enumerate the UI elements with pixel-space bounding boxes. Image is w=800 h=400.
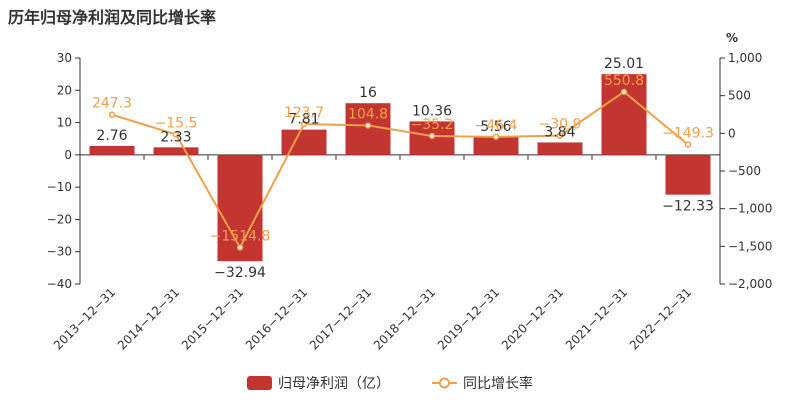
x-axis-tick-label: 2022−12−31 xyxy=(627,285,694,352)
bar-value-label: 16 xyxy=(359,85,377,101)
x-axis-tick-label: 2017−12−31 xyxy=(307,285,374,352)
line-value-label: −30.9 xyxy=(539,117,582,133)
line-point xyxy=(364,122,372,129)
line-value-label: 104.8 xyxy=(348,106,388,122)
bar-value-label: −32.94 xyxy=(214,265,266,281)
bar-series xyxy=(89,74,711,262)
x-axis-tick-label: 2013−12−31 xyxy=(51,285,118,352)
bar-value-label: 2.33 xyxy=(160,129,191,145)
bar xyxy=(601,74,647,155)
line-point xyxy=(492,133,500,141)
left-axis-tick-label: −20 xyxy=(47,212,72,226)
axes: 30 20 10 0 −10 −20 −30 −40 1,000 500 0 −500 −1,000 −1… xyxy=(47,31,773,353)
bar xyxy=(281,129,327,155)
line-value-label: −149.3 xyxy=(662,126,714,142)
right-axis-tick-label: 0 xyxy=(728,126,736,140)
x-axis-tick-label: 2018−12−31 xyxy=(371,285,438,352)
x-axis-tick-label: 2015−12−31 xyxy=(179,285,246,352)
left-axis-tick-label: −10 xyxy=(47,180,72,194)
legend: 归母净利润（亿） 同比增长率 xyxy=(247,375,533,392)
line-value-label: 247.3 xyxy=(92,96,132,112)
chart-title: 历年归母净利润及同比增长率 xyxy=(8,8,217,27)
left-axis-tick-label: −30 xyxy=(47,245,72,259)
line-value-label: 123.7 xyxy=(284,105,324,121)
bar xyxy=(473,136,519,155)
left-axis-tick-label: −40 xyxy=(47,277,72,291)
right-axis-tick-label: −1,500 xyxy=(728,239,772,253)
x-axis-tick-label: 2021−12−31 xyxy=(563,285,630,352)
bar xyxy=(345,103,391,155)
x-axis-tick-label: 2020−12−31 xyxy=(499,285,566,352)
x-axis-tick-label: 2019−12−31 xyxy=(435,285,502,352)
right-axis-tick-label: 500 xyxy=(728,89,751,103)
line-point xyxy=(172,131,180,138)
legend-bar-label: 归母净利润（亿） xyxy=(278,375,390,392)
right-axis-tick-label: −2,000 xyxy=(728,277,772,291)
left-axis-tick-label: 0 xyxy=(64,148,72,162)
line-point xyxy=(300,120,308,128)
line-point xyxy=(428,132,436,140)
bar-value-label: −12.33 xyxy=(662,199,714,215)
line-point xyxy=(620,88,628,96)
right-axis-unit: % xyxy=(726,31,738,45)
bar-value-label: 10.36 xyxy=(412,103,452,119)
bar xyxy=(89,145,135,155)
line-value-label: −15.5 xyxy=(155,116,198,132)
growth-line xyxy=(111,90,689,250)
bar xyxy=(665,154,711,195)
data-labels: 2.76 2.33 −32.94 7.81 16 10.36 5.56 3.84 25.01 −1… xyxy=(92,56,714,281)
left-axis-tick-label: 10 xyxy=(57,116,72,130)
right-axis-tick-label: −500 xyxy=(728,164,761,178)
left-axis-tick-label: 20 xyxy=(57,83,72,97)
bar-value-label: 25.01 xyxy=(604,56,644,72)
bar xyxy=(537,142,583,155)
line-point xyxy=(108,111,116,118)
line-point xyxy=(236,244,244,251)
line-value-label: −46.4 xyxy=(475,118,518,134)
legend-bar-swatch xyxy=(247,376,272,390)
line-point xyxy=(684,141,692,148)
line-value-label: −1514.8 xyxy=(210,228,271,244)
bar-value-label: 5.56 xyxy=(480,119,511,135)
line-value-label: 550.8 xyxy=(604,73,644,89)
legend-line-label: 同比增长率 xyxy=(463,375,533,392)
line-value-label: −35.2 xyxy=(411,117,454,133)
right-axis-tick-label: 1,000 xyxy=(728,51,762,65)
line-point xyxy=(556,132,564,139)
left-axis-tick-label: 30 xyxy=(57,51,72,65)
bar-value-label: 2.76 xyxy=(96,128,127,144)
right-axis-tick-label: −1,000 xyxy=(728,202,772,216)
bar-value-label: 3.84 xyxy=(544,124,575,140)
x-axis-tick-label: 2016−12−31 xyxy=(243,285,310,352)
line-series xyxy=(108,88,692,251)
legend-line-marker xyxy=(439,377,450,389)
bar-value-label: 7.81 xyxy=(288,112,319,128)
x-axis-tick-label: 2014−12−31 xyxy=(115,285,182,352)
bar xyxy=(153,147,199,155)
bar xyxy=(217,154,263,262)
